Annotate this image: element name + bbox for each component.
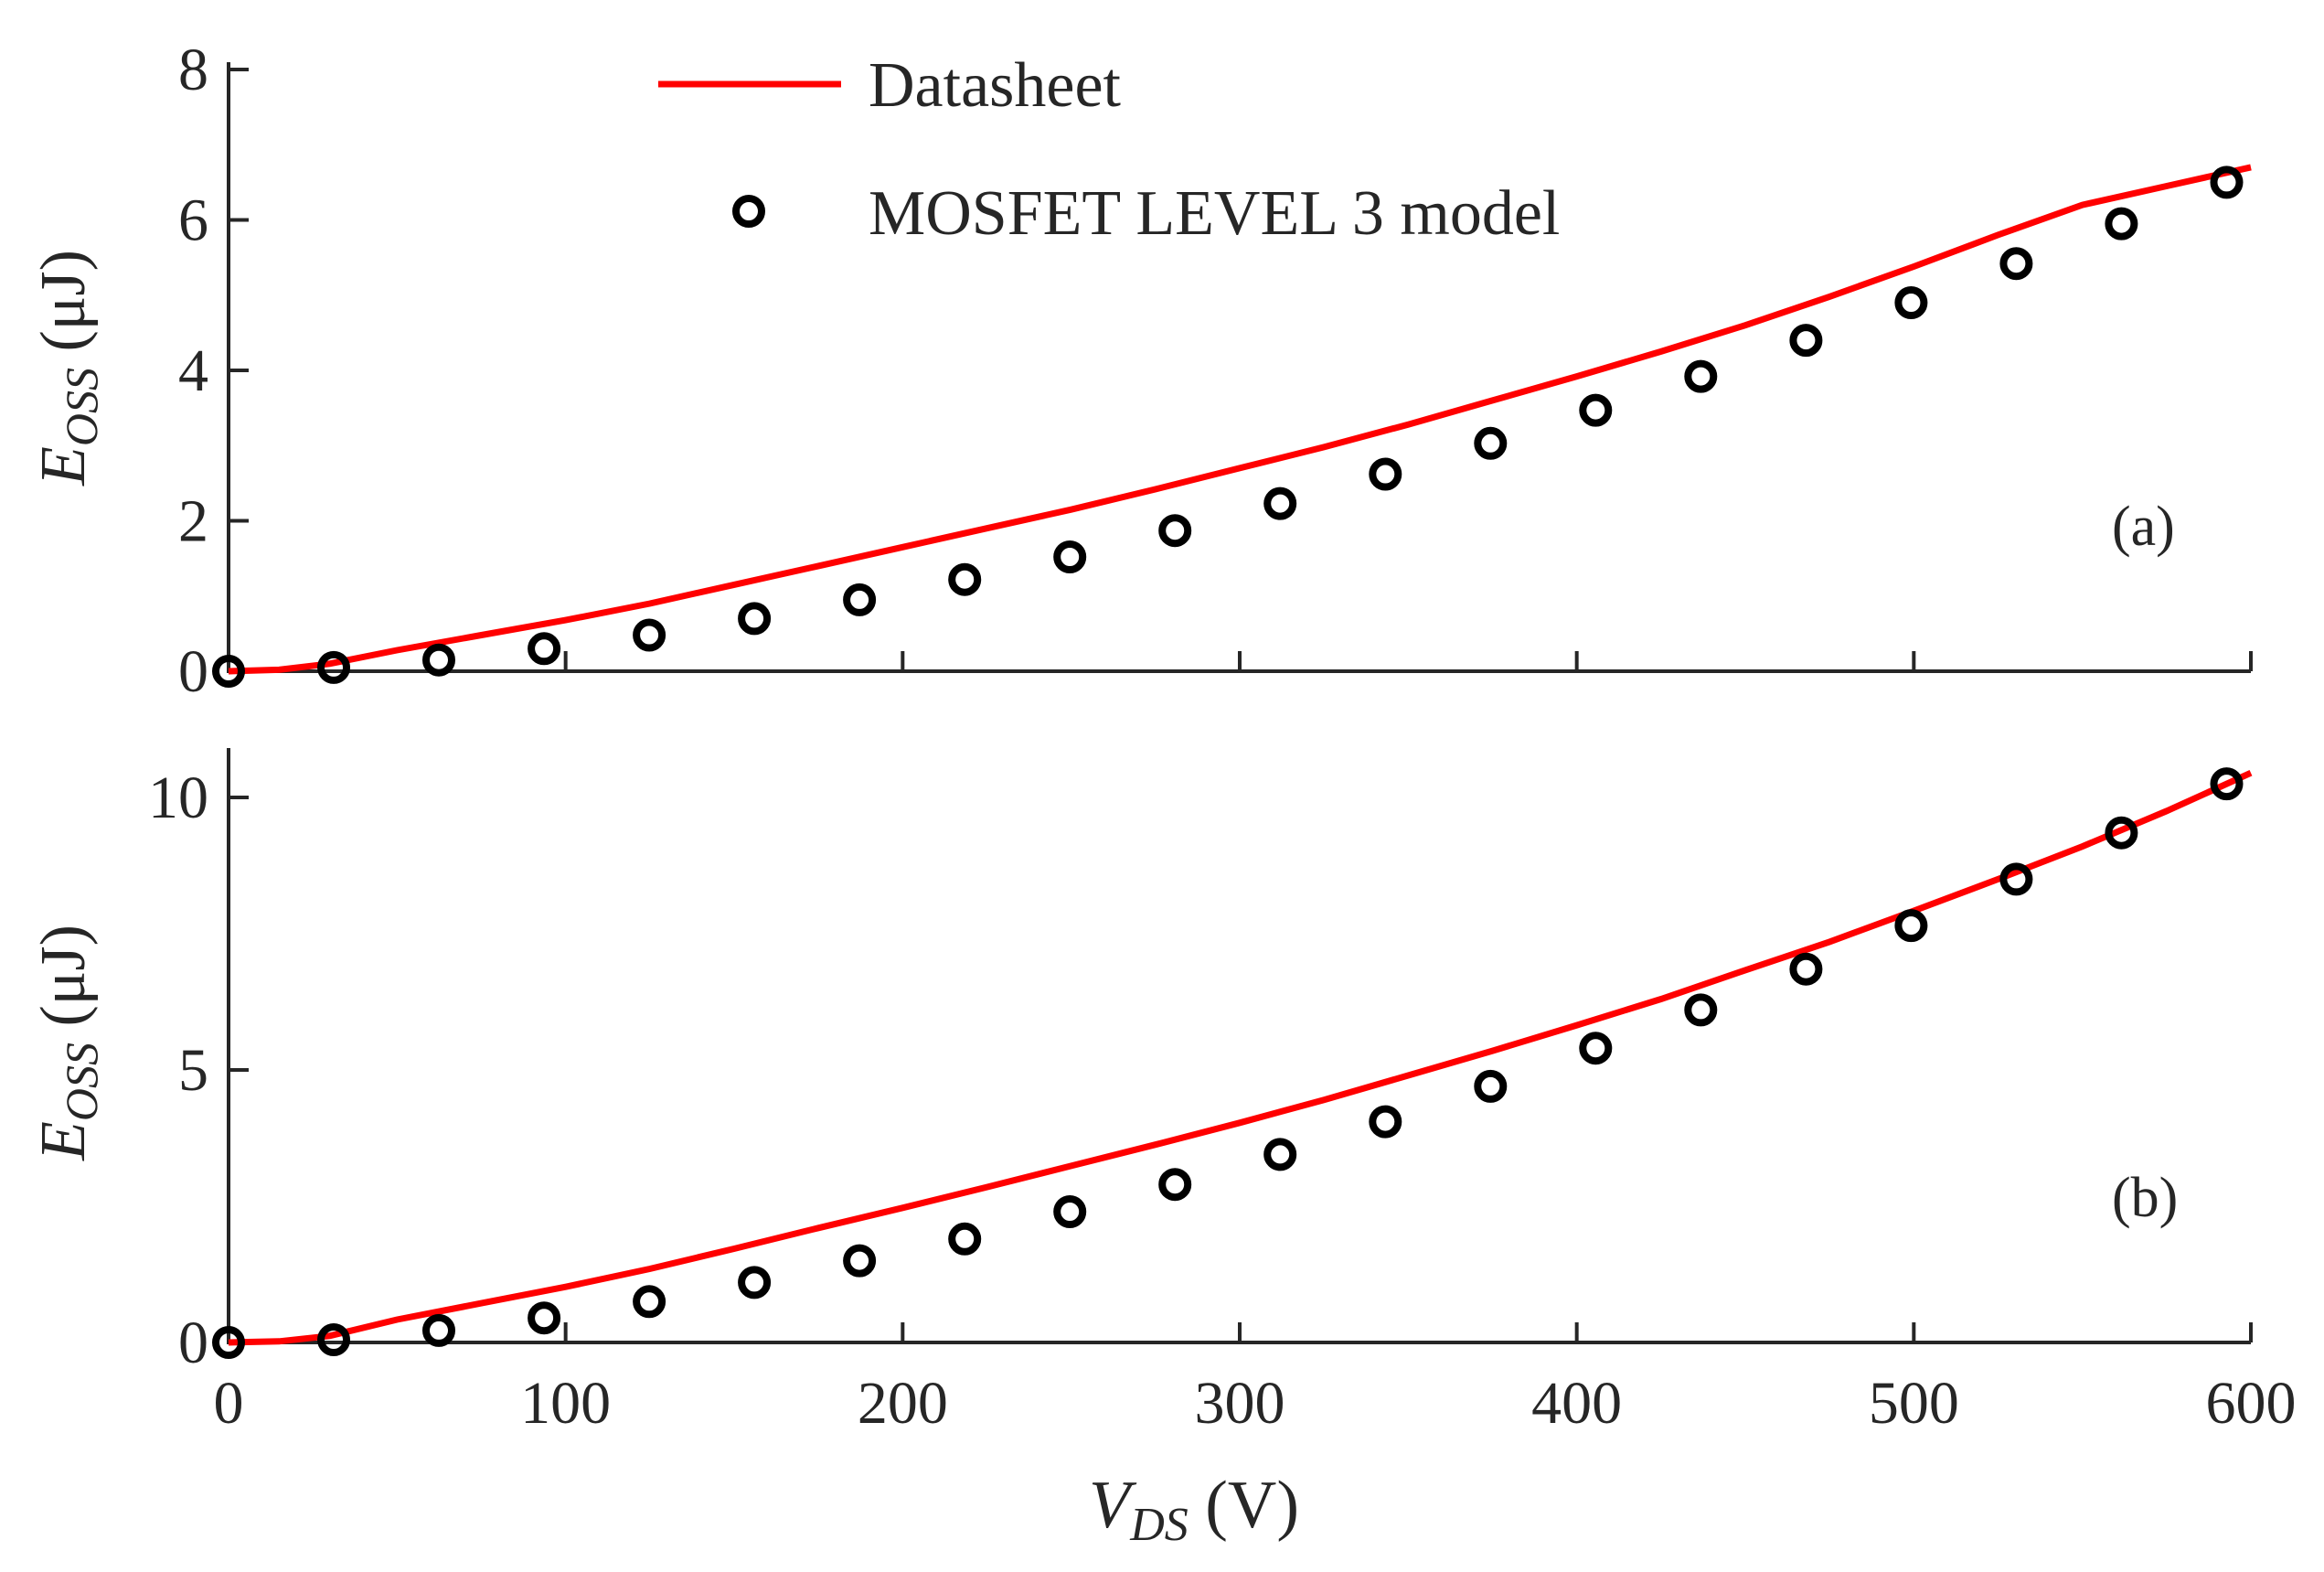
panel-a-model-point-15 — [1789, 324, 1823, 358]
legend-datasheet-label: Datasheet — [869, 50, 1122, 121]
panel-a-model-point-2 — [422, 643, 455, 677]
x-axis-label: VDS (V) — [1089, 1468, 1299, 1551]
panel-b-y-axis-label: EOSS (μJ) — [28, 925, 107, 1161]
panel-a-datasheet-line — [228, 164, 2252, 675]
panel-b-model-point-17 — [1999, 862, 2033, 896]
panel-a-model-point-16 — [1894, 286, 1928, 319]
panel-a-model-point-1 — [317, 650, 350, 684]
panel-b-model-point-12 — [1474, 1069, 1508, 1103]
legend-model-swatch — [732, 195, 765, 228]
panel-a-model-point-19 — [2210, 166, 2244, 199]
panel-a-ytick-label-6: 6 — [178, 187, 208, 254]
panel-a-model-point-8 — [1053, 540, 1087, 573]
panel-b-model-point-19 — [2210, 767, 2244, 801]
panel-a: 0 2 4 6 8 EOSS (μJ) (a) Datasheet MOSFET LEV… — [28, 37, 2253, 705]
panel-b-model-point-2 — [422, 1313, 455, 1347]
panel-a-x-ticks — [227, 651, 2253, 671]
panel-b-model-point-6 — [843, 1244, 877, 1278]
panel-b-x-ticks: 0 100 200 300 400 500 600 — [214, 1322, 2297, 1437]
panel-b-model-point-9 — [1158, 1168, 1192, 1202]
panel-b-ytick-label-0: 0 — [178, 1310, 208, 1376]
panel-b-xtick-label-0: 0 — [214, 1370, 244, 1437]
panel-b-model-point-10 — [1263, 1138, 1297, 1171]
panel-b-xtick-label-300: 300 — [1195, 1370, 1285, 1437]
panel-a-model-point-11 — [1369, 457, 1402, 491]
panel-b-model-point-4 — [633, 1285, 666, 1319]
panel-a-model-point-6 — [843, 583, 877, 616]
panel-b-model-point-0 — [212, 1326, 245, 1359]
panel-a-y-ticks: 0 2 4 6 8 — [178, 37, 249, 705]
panel-b-model-point-13 — [1579, 1032, 1613, 1065]
panel-a-model-point-4 — [633, 618, 666, 652]
panel-b-model-point-7 — [948, 1222, 982, 1256]
panel-b-model-point-11 — [1369, 1105, 1402, 1139]
panel-b-xtick-label-400: 400 — [1531, 1370, 1622, 1437]
panel-a-model-point-10 — [1263, 487, 1297, 520]
panel-a-model-point-13 — [1579, 393, 1613, 427]
panel-a-model-point-3 — [528, 632, 561, 666]
panel-a-label: (a) — [2112, 496, 2175, 558]
panel-a-series — [212, 164, 2252, 688]
panel-a-model-point-7 — [948, 562, 982, 596]
legend-model-label: MOSFET LEVEL 3 model — [869, 178, 1560, 249]
panel-b-xtick-label-200: 200 — [858, 1370, 948, 1437]
panel-b-model-point-1 — [317, 1323, 350, 1356]
panel-a-ytick-label-0: 0 — [178, 638, 208, 705]
panel-b-model-point-15 — [1789, 952, 1823, 986]
panel-b-y-ticks: 0 5 10 — [148, 765, 249, 1376]
panel-b-label: (b) — [2112, 1167, 2178, 1229]
panel-b-model-point-8 — [1053, 1195, 1087, 1228]
panel-a-model-point-12 — [1474, 426, 1508, 460]
panel-a-model-point-18 — [2105, 207, 2138, 241]
panel-a-model-point-14 — [1684, 359, 1718, 393]
panel-b-model-point-3 — [528, 1301, 561, 1335]
panel-b-ytick-label-10: 10 — [148, 765, 208, 831]
panel-a-model-point-17 — [1999, 247, 2033, 281]
panel-b-xtick-label-500: 500 — [1869, 1370, 1959, 1437]
panel-a-model-point-0 — [212, 655, 245, 688]
panel-b-xtick-label-600: 600 — [2206, 1370, 2297, 1437]
panel-b-model-point-14 — [1684, 993, 1718, 1027]
panel-b-model-point-18 — [2105, 816, 2138, 850]
panel-a-model-point-9 — [1158, 514, 1192, 548]
panel-b: 0 5 10 0 100 200 300 400 500 600 EOSS (μJ) (b) V… — [28, 748, 2297, 1551]
panel-b-xtick-label-100: 100 — [520, 1370, 611, 1437]
panel-a-ytick-label-4: 4 — [178, 337, 208, 404]
panel-b-datasheet-line — [228, 770, 2253, 1346]
panel-a-ytick-label-2: 2 — [178, 488, 208, 555]
panel-a-y-axis-label: EOSS (μJ) — [28, 250, 107, 487]
panel-a-ytick-label-8: 8 — [178, 37, 208, 103]
panel-b-ytick-label-5: 5 — [178, 1037, 208, 1104]
legend: Datasheet MOSFET LEVEL 3 model — [658, 50, 1560, 249]
panel-b-series — [212, 767, 2253, 1359]
panel-b-model-point-16 — [1894, 909, 1928, 943]
panel-a-model-point-5 — [738, 602, 772, 636]
panel-b-model-point-5 — [738, 1266, 772, 1299]
